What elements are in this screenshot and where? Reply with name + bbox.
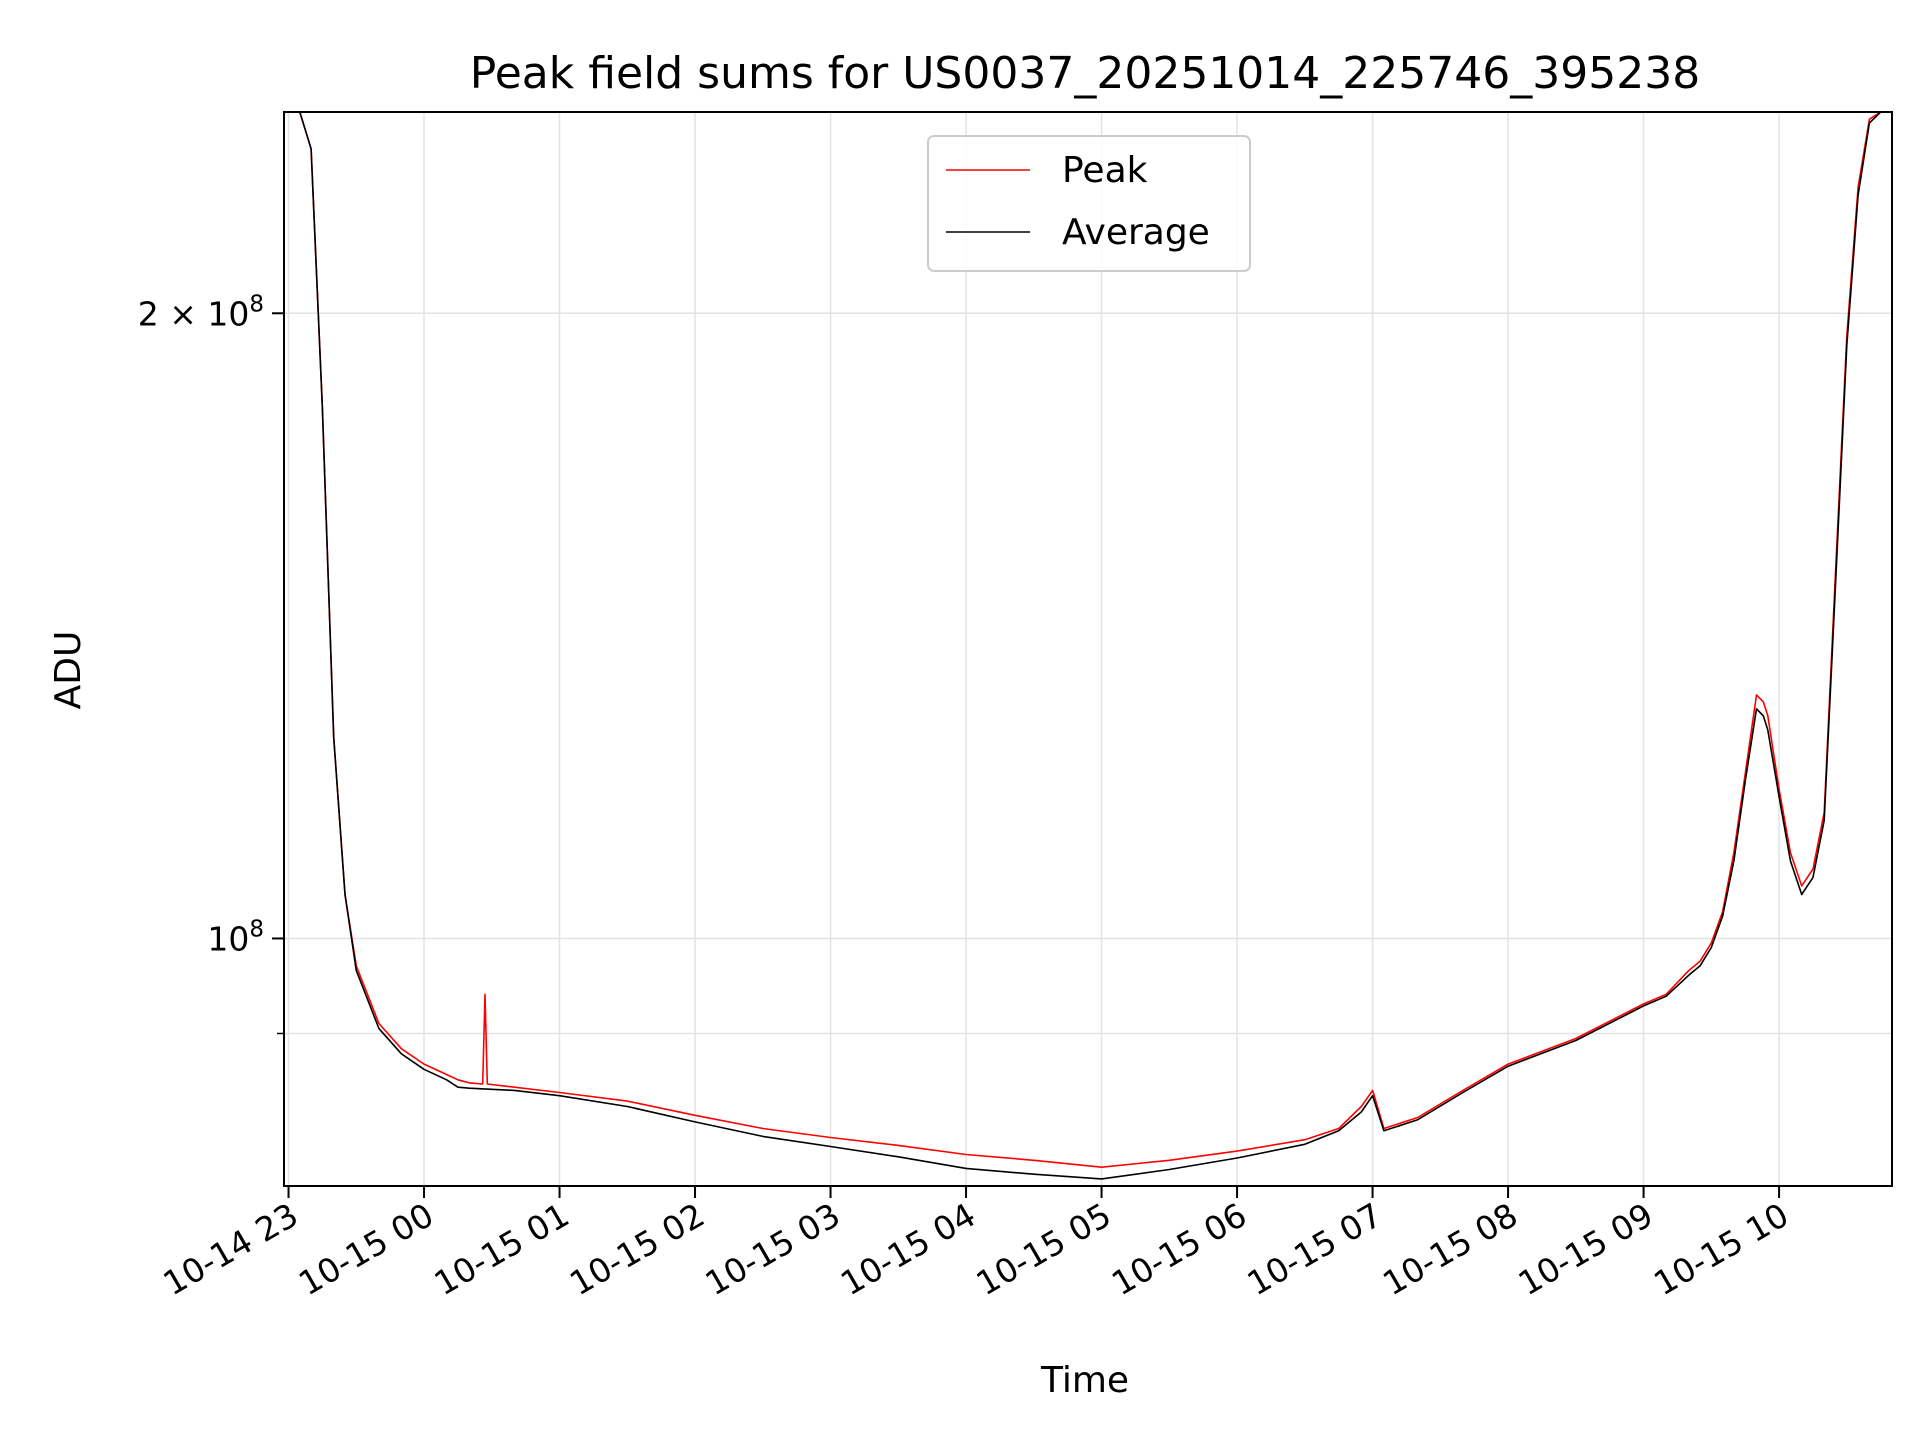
- legend-label-peak: Peak: [1062, 150, 1148, 191]
- x-tick-label: 10-15 08: [1376, 1195, 1524, 1303]
- legend-label-average: Average: [1062, 212, 1210, 253]
- legend: Peak Average: [927, 135, 1251, 272]
- plot-frame: [283, 111, 1893, 1187]
- x-tick-label: 10-14 23: [157, 1195, 305, 1303]
- chart-title: Peak field sums for US0037_20251014_2257…: [470, 48, 1700, 99]
- x-tick-label: 10-15 01: [428, 1195, 576, 1303]
- grid: [284, 112, 1892, 1186]
- x-tick-label: 10-15 00: [292, 1195, 440, 1303]
- series-line-average: [284, 112, 1892, 1180]
- x-tick-label: 10-15 05: [970, 1195, 1118, 1303]
- x-tick-label: 10-15 06: [1105, 1195, 1253, 1303]
- x-tick-label: 10-15 02: [563, 1195, 711, 1303]
- x-tick-label: 10-15 09: [1512, 1195, 1660, 1303]
- x-axis-label: Time: [1040, 1360, 1129, 1401]
- y-tick-label: 108: [207, 916, 264, 958]
- series-layer: [284, 112, 1892, 1180]
- y-tick-label: 2 × 108: [138, 291, 264, 333]
- series-line-peak: [284, 112, 1892, 1168]
- x-tick-label: 10-15 10: [1647, 1195, 1795, 1303]
- x-tick-label: 10-15 03: [699, 1195, 847, 1303]
- x-tick-label: 10-15 07: [1241, 1195, 1389, 1303]
- x-tick-label: 10-15 04: [834, 1195, 982, 1303]
- y-axis-label: ADU: [48, 631, 89, 710]
